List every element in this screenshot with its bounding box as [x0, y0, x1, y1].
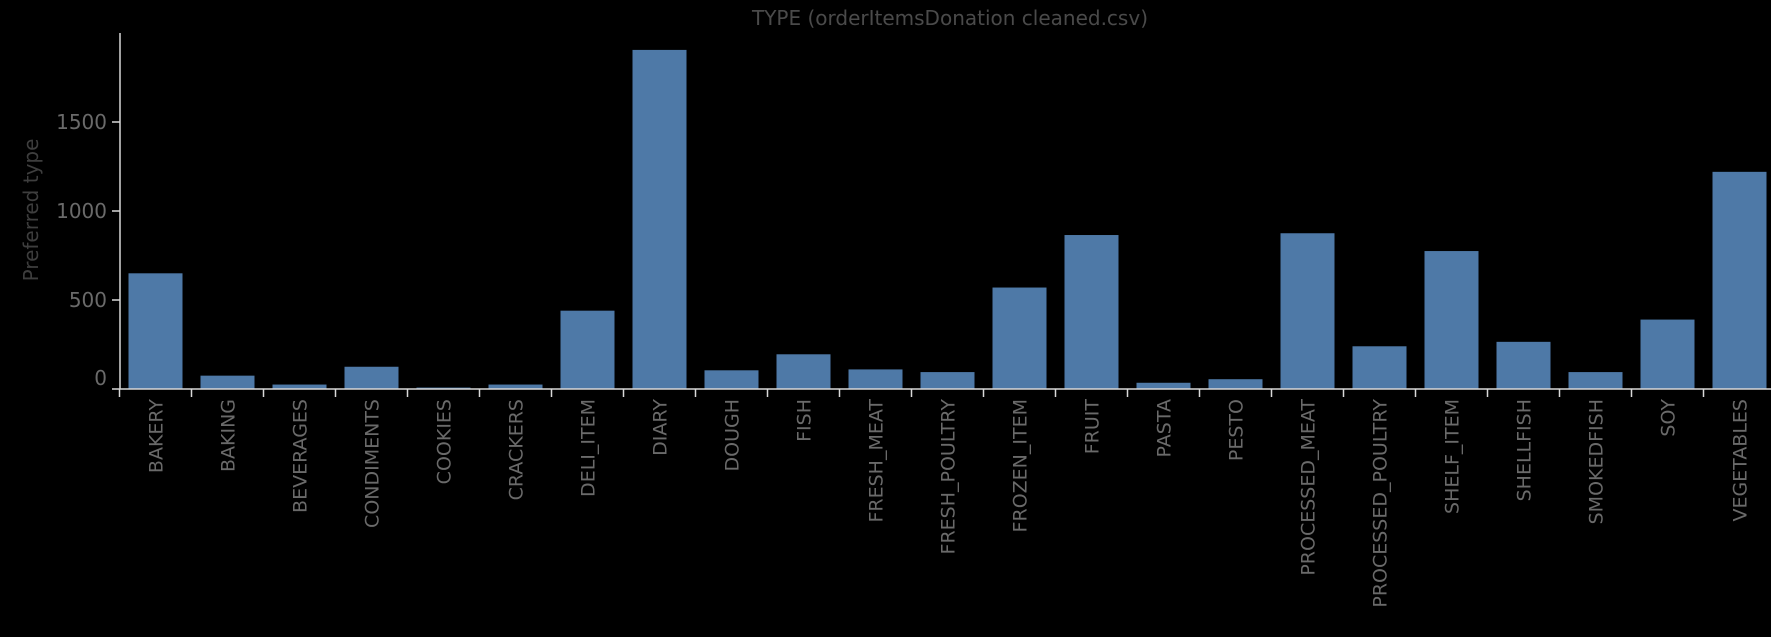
x-tick-label: PROCESSED_POULTRY	[1370, 399, 1392, 608]
bar-fresh-poultry	[920, 372, 975, 389]
x-tick-label: FRUIT	[1082, 399, 1104, 455]
bar-pesto	[1208, 379, 1263, 389]
bar-crackers	[488, 384, 543, 389]
bar-vegetables	[1712, 171, 1767, 389]
x-tick-label: SHELF_ITEM	[1442, 399, 1464, 514]
x-tick-label: FRESH_POULTRY	[938, 399, 960, 555]
bar-dough	[704, 370, 759, 389]
bar-processed-meat	[1280, 233, 1335, 389]
bar-pasta	[1136, 382, 1191, 389]
x-tick-label: SOY	[1658, 399, 1680, 437]
x-tick-label: SHELLFISH	[1514, 399, 1536, 501]
y-tick-label: 1500	[56, 110, 107, 134]
bar-baking	[200, 375, 255, 389]
x-tick-label: BEVERAGES	[290, 399, 312, 513]
x-tick-label: DOUGH	[722, 399, 744, 472]
x-tick-label: FRESH_MEAT	[866, 399, 888, 523]
bar-bakery	[128, 273, 183, 389]
x-tick-label: CRACKERS	[506, 399, 528, 500]
bar-fruit	[1064, 235, 1119, 389]
y-tick-label: 0	[94, 366, 107, 390]
x-tick-label: FROZEN_ITEM	[1010, 399, 1032, 532]
x-tick-label: DELI_ITEM	[578, 399, 600, 497]
x-tick-label: PASTA	[1154, 399, 1176, 457]
bar-smokedfish	[1568, 372, 1623, 389]
x-tick-label: BAKING	[218, 399, 240, 472]
x-tick-label: FISH	[794, 399, 816, 442]
bar-shellfish	[1496, 341, 1551, 389]
bar-diary	[632, 49, 687, 389]
x-tick-label: DIARY	[650, 399, 672, 456]
x-tick-label: COOKIES	[434, 399, 456, 484]
x-tick-label: VEGETABLES	[1730, 399, 1752, 522]
x-tick-label: CONDIMENTS	[362, 399, 384, 528]
bar-processed-poultry	[1352, 346, 1407, 389]
x-axis-ticks: BAKERY BAKING BEVERAGES CONDIMENTS COOKIES CR…	[118, 389, 1752, 608]
bar-deli-item	[560, 310, 615, 389]
y-axis-label: Preferred type	[19, 139, 43, 282]
bar-soy	[1640, 319, 1695, 389]
bar-fish	[776, 354, 831, 389]
bar-shelf-item	[1424, 251, 1479, 389]
x-tick-label: SMOKEDFISH	[1586, 399, 1608, 524]
y-tick-label: 1000	[56, 199, 107, 223]
bars	[128, 49, 1767, 389]
bar-condiments	[344, 366, 399, 389]
bar-beverages	[272, 384, 327, 389]
bar-frozen-item	[992, 287, 1047, 389]
bar-fresh-meat	[848, 369, 903, 389]
x-tick-label: BAKERY	[146, 399, 168, 473]
x-tick-label: PROCESSED_MEAT	[1298, 399, 1320, 576]
x-tick-label: PESTO	[1226, 399, 1248, 461]
y-axis-ticks: 0 500 1000 1500	[56, 110, 120, 390]
y-tick-label: 500	[69, 288, 107, 312]
chart-title: TYPE (orderItemsDonation cleaned.csv)	[751, 6, 1148, 30]
